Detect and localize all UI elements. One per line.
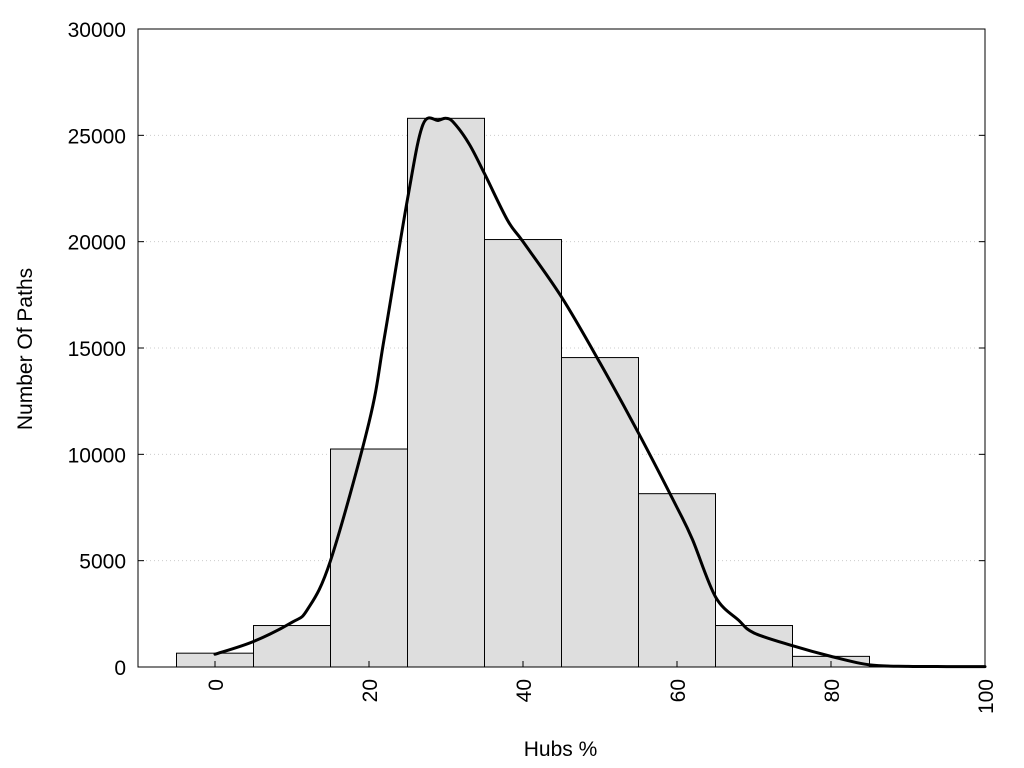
y-tick-label: 15000	[68, 338, 126, 361]
y-tick-label: 25000	[68, 125, 126, 148]
x-tick-label: 60	[667, 679, 690, 702]
y-tick-label: 5000	[79, 551, 126, 574]
y-tick-label: 0	[114, 657, 126, 680]
density-curve-layer	[213, 116, 987, 669]
x-tick-label: 100	[975, 679, 998, 714]
density-curve	[213, 116, 987, 669]
x-axis-ticks: 0 20 40 60 80 100	[205, 661, 998, 714]
x-tick-label: 80	[821, 679, 844, 702]
histogram-bar	[638, 493, 716, 668]
y-axis-title: Number Of Paths	[14, 268, 37, 430]
x-tick-label: 20	[359, 679, 382, 702]
histogram-bar	[407, 117, 485, 668]
histogram-bar	[561, 357, 639, 668]
y-tick-label: 10000	[68, 444, 126, 467]
y-tick-label: 20000	[68, 232, 126, 255]
x-tick-label: 40	[513, 679, 536, 702]
histogram-bars	[176, 117, 947, 668]
x-tick-label: 0	[205, 679, 228, 691]
histogram-bar	[330, 448, 408, 668]
histogram-bar	[253, 625, 331, 668]
y-tick-label: 30000	[68, 19, 126, 42]
y-axis-ticks: 0 5000 10000 15000 20000 25000 30000	[68, 19, 985, 680]
x-axis-title: Hubs %	[524, 738, 598, 761]
histogram-bar	[484, 239, 562, 668]
